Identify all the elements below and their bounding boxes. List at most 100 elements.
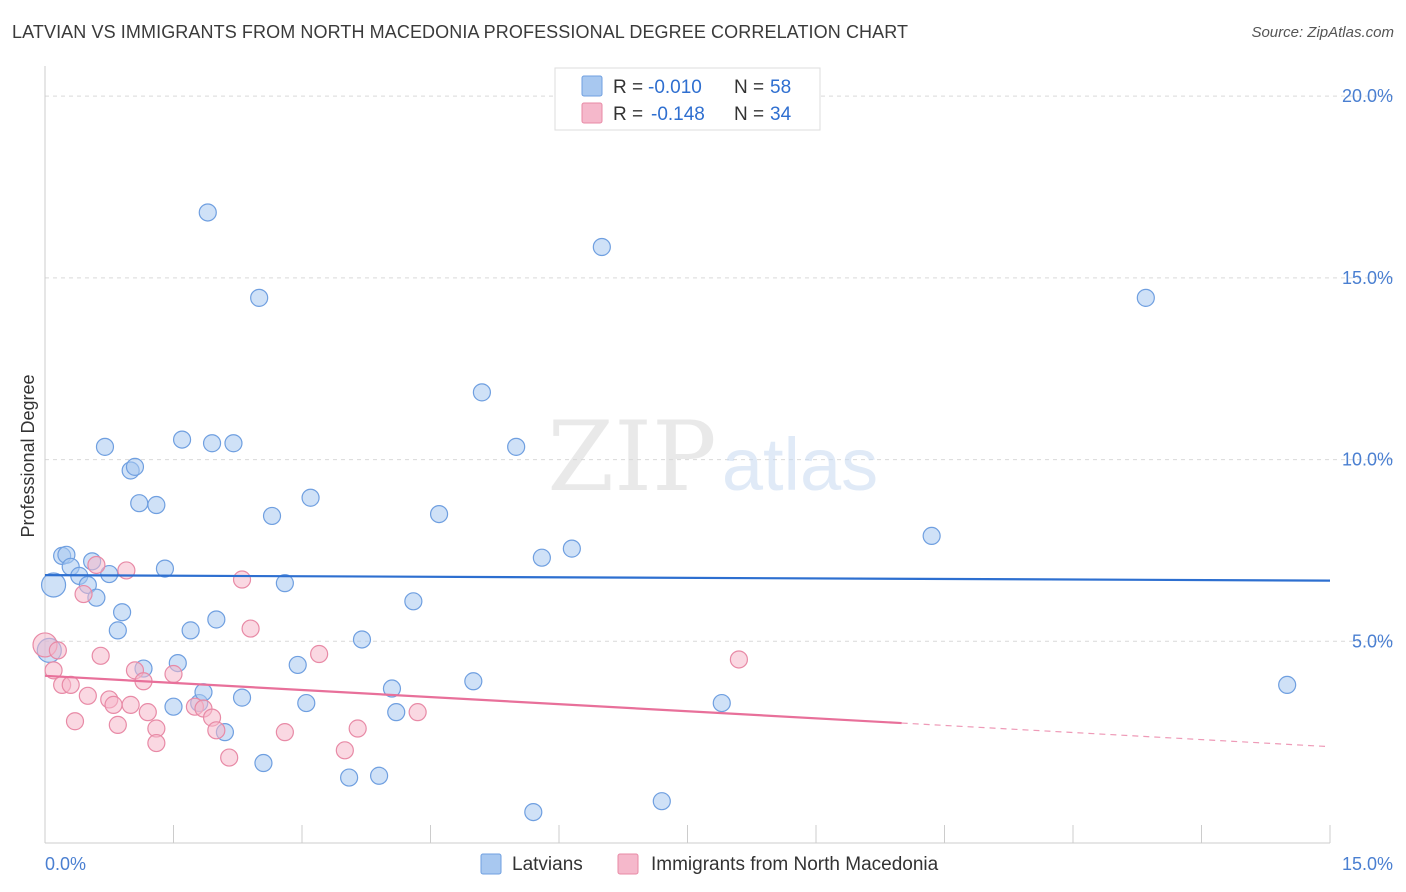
macedonia-point [48,641,67,660]
macedonia-point [348,719,367,738]
macedonia-point [164,664,183,684]
macedonia-point [44,661,63,680]
latvians-point [147,495,166,515]
macedonia-point [310,644,329,664]
latvians-point [1278,675,1297,695]
latvians-point [207,610,226,629]
axes [44,66,1331,844]
latvians-point [472,383,491,402]
latvians-point [301,488,320,507]
latvians-point [922,526,941,546]
macedonia-trend-line [44,674,902,725]
macedonia-point [147,733,166,753]
macedonia-point [104,695,123,714]
macedonia-point [74,584,93,604]
latvians-point [112,603,132,622]
chart-title: LATVIAN VS IMMIGRANTS FROM NORTH MACEDON… [12,22,909,42]
latvians-point [1136,288,1155,307]
latvians-trend-line [44,574,1331,582]
macedonia-point [91,646,110,665]
series-legend: Latvians Immigrants from North Macedonia [480,853,939,875]
legend-swatch-macedonia [581,102,603,124]
macedonia-point [275,723,294,742]
y-tick-label: 20.0% [1342,86,1393,106]
latvians-point [464,672,483,691]
macedonia-point [61,675,80,695]
macedonia-point [87,555,106,575]
latvians-point [404,592,423,611]
latvians-point [275,574,294,593]
latvians-point [340,768,359,787]
data-points [32,203,1297,822]
legend: R = -0.010 N = 58 R = -0.148 N = 34 [554,67,821,131]
trend-lines [44,574,1331,748]
latvians-point [125,457,145,476]
chart-source: Source: ZipAtlas.com [1251,24,1394,41]
macedonia-point [138,703,157,722]
macedonia-point [108,715,127,734]
latvians-point [712,693,731,713]
latvians-point [198,203,217,222]
latvians-point [507,437,526,456]
latvians-point [562,539,581,558]
macedonia-point [78,686,97,705]
latvians-point [352,630,372,649]
legend-r-label-1: R = [613,77,643,98]
series-label-latvians: Latvians [512,854,583,875]
series-label-macedonia: Immigrants from North Macedonia [651,854,939,875]
legend-n-label-2: N = [734,104,764,125]
y-tick-label: 5.0% [1352,631,1393,651]
latvians-point [592,237,611,257]
latvians-point [95,437,115,456]
legend-r-value-2: -0.148 [651,104,705,125]
macedonia-point [121,695,140,714]
y-tick-label: 15.0% [1342,268,1393,288]
latvians-point [232,688,252,707]
legend-n-value-1: 58 [770,77,791,98]
legend-swatch-latvians [581,75,603,97]
macedonia-point [335,741,354,760]
latvians-point [652,792,671,811]
watermark: ZIP atlas [547,401,878,513]
latvians-point [297,693,316,713]
latvians-point [262,506,282,526]
series-swatch-macedonia [617,853,639,875]
latvians-point [108,621,127,640]
watermark-zip: ZIP [547,401,716,513]
macedonia-point [408,703,427,722]
latvians-point [250,288,269,307]
latvians-point [524,802,543,822]
latvians-point [40,572,67,598]
latvians-point [100,564,119,584]
latvians-point [155,559,175,578]
gridlines [45,95,1395,642]
legend-n-value-2: 34 [770,104,792,125]
latvians-point [172,430,192,449]
macedonia-point [207,721,226,740]
latvians-point [224,434,243,453]
macedonia-point [729,650,749,669]
macedonia-point [232,570,252,589]
latvians-point [288,655,307,675]
legend-r-value-1: -0.010 [648,77,702,98]
x-tick-label: 15.0% [1342,854,1393,874]
latvians-point [387,703,406,722]
latvians-point [370,766,389,785]
macedonia-trend-extension [901,722,1331,748]
legend-r-label-2: R = [613,104,643,125]
legend-n-label-1: N = [734,77,764,98]
latvians-point [130,494,149,513]
y-axis-label: Professional Degree [18,374,38,537]
latvians-point [382,679,402,698]
tick-labels: 5.0% 10.0% 15.0% 20.0% 0.0% 15.0% [45,86,1393,874]
y-tick-label: 10.0% [1342,450,1393,470]
macedonia-point [65,712,85,731]
macedonia-point [241,619,260,638]
macedonia-point [220,748,239,767]
x-tick-label: 0.0% [45,854,86,874]
latvians-point [202,434,222,453]
latvians-point [429,504,449,524]
latvians-point [181,621,200,640]
latvians-point [164,697,183,716]
